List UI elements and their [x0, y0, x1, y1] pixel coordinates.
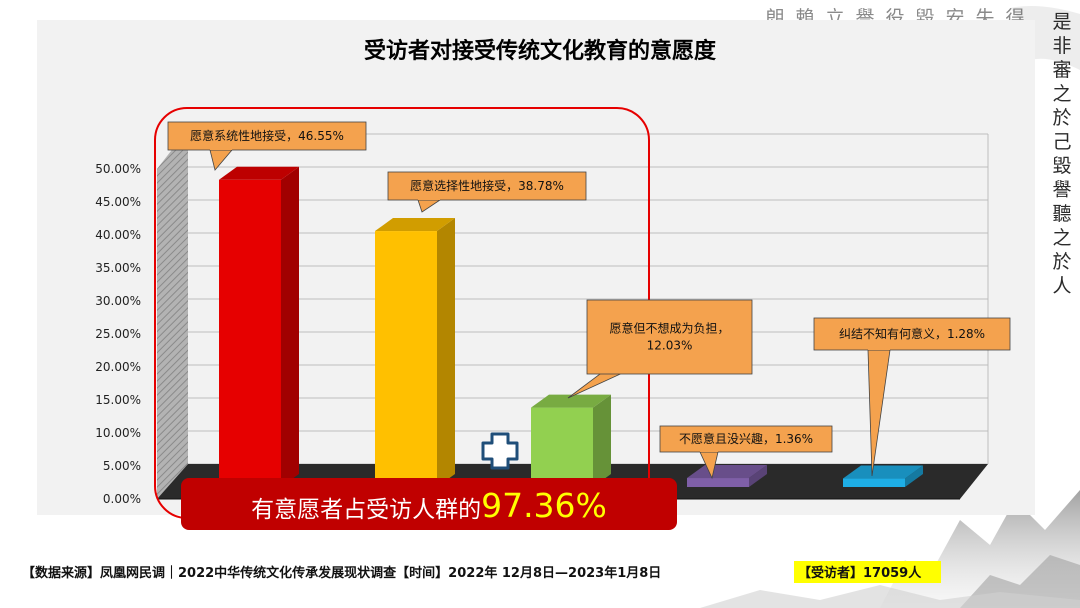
data-label-text: 12.03%	[647, 339, 693, 353]
y-tick-label: 40.00%	[95, 228, 141, 242]
bar-top	[531, 394, 611, 408]
data-label-text: 愿意但不想成为负担，	[609, 321, 729, 336]
highlight-text: 有意愿者占受访人群的97.36%	[251, 486, 607, 525]
calligraphy-char: 非	[1052, 35, 1071, 57]
y-tick-label: 20.00%	[95, 360, 141, 374]
y-tick-label: 5.00%	[103, 459, 141, 473]
highlight-banner: 有意愿者占受访人群的97.36%	[181, 478, 677, 530]
calligraphy-char: 譽	[1052, 179, 1071, 201]
y-tick-label: 35.00%	[95, 261, 141, 275]
footer-source: 【数据来源】凤凰网民调｜2022中华传统文化传承发展现状调查【时间】2022年 …	[22, 565, 661, 581]
bar-side	[905, 465, 923, 487]
bar-front	[219, 179, 281, 487]
bar-top	[375, 218, 455, 232]
bar-top	[219, 166, 299, 180]
callout-box	[387, 171, 587, 201]
calligraphy-char: 於	[1052, 107, 1071, 129]
bar-side	[593, 394, 611, 487]
bar-top	[843, 465, 923, 479]
calligraphy-char: 毀	[1052, 155, 1071, 177]
bar-side	[281, 166, 299, 487]
footer: 【数据来源】凤凰网民调｜2022中华传统文化传承发展现状调查【时间】2022年 …	[22, 561, 941, 583]
data-label-text: 愿意系统性地接受，46.55%	[190, 128, 344, 143]
data-label-2: 愿意选择性地接受，38.78%	[387, 171, 587, 213]
footer-respondents: 【受访者】17059人	[798, 565, 922, 581]
callout-box	[813, 317, 1011, 351]
highlight-prefix: 有意愿者占受访人群的	[251, 497, 481, 523]
respondents-highlight	[794, 561, 941, 583]
calligraphy-char: 於	[1052, 251, 1071, 273]
callout-box	[167, 121, 367, 151]
bar-front	[687, 478, 749, 487]
y-tick-label: 25.00%	[95, 327, 141, 341]
calligraphy-char: 己	[1052, 131, 1071, 153]
y-tick-label: 10.00%	[95, 426, 141, 440]
y-tick-label: 50.00%	[95, 162, 141, 176]
plus-icon	[481, 432, 519, 470]
callout-box	[586, 299, 753, 375]
bar-side	[437, 218, 455, 487]
y-tick-label: 45.00%	[95, 195, 141, 209]
data-label-text: 不愿意且没兴趣，1.36%	[679, 431, 813, 446]
data-label-5: 纠结不知有何意义，1.28%	[813, 317, 1011, 477]
data-label-text: 愿意选择性地接受，38.78%	[410, 178, 564, 193]
highlight-value: 97.36%	[481, 486, 607, 525]
y-tick-label: 0.00%	[103, 492, 141, 506]
calligraphy-char: 之	[1052, 83, 1071, 105]
bar-front	[531, 407, 593, 487]
data-label-1: 愿意系统性地接受，46.55%	[167, 121, 367, 171]
calligraphy-char: 人	[1052, 275, 1071, 297]
bar-3	[531, 394, 611, 487]
callout-box	[659, 425, 833, 453]
data-label-3: 愿意但不想成为负担， 12.03%	[567, 299, 753, 399]
chart-title: 受访者对接受传统文化教育的意愿度	[364, 38, 717, 64]
bar-4	[687, 465, 767, 487]
data-label-4: 不愿意且没兴趣，1.36%	[659, 425, 833, 480]
y-tick-label: 15.00%	[95, 393, 141, 407]
highlight-box	[181, 478, 677, 530]
calligraphy-char: 聽	[1052, 203, 1071, 225]
calligraphy-char: 是	[1052, 11, 1071, 33]
bar-top	[687, 465, 767, 479]
calligraphy-char: 之	[1052, 227, 1071, 249]
chart-side-wall	[157, 129, 188, 499]
callouts-layer: 愿意系统性地接受，46.55% 愿意选择性地接受，38.78% 愿意但不想成为负担，…	[167, 121, 1011, 480]
bar-1	[219, 166, 299, 487]
bar-side	[749, 465, 767, 487]
bar-2	[375, 218, 455, 487]
bar-front	[375, 231, 437, 487]
data-label-text: 纠结不知有何意义，1.28%	[839, 326, 985, 341]
bar-front	[843, 478, 905, 487]
y-axis-ticks: 0.00% 5.00% 10.00% 15.00% 20.00% 25.00% 30.00%…	[95, 162, 141, 506]
calligraphy-char: 審	[1052, 59, 1071, 81]
bars-layer	[219, 166, 923, 487]
bar-5	[843, 465, 923, 487]
y-tick-label: 30.00%	[95, 294, 141, 308]
